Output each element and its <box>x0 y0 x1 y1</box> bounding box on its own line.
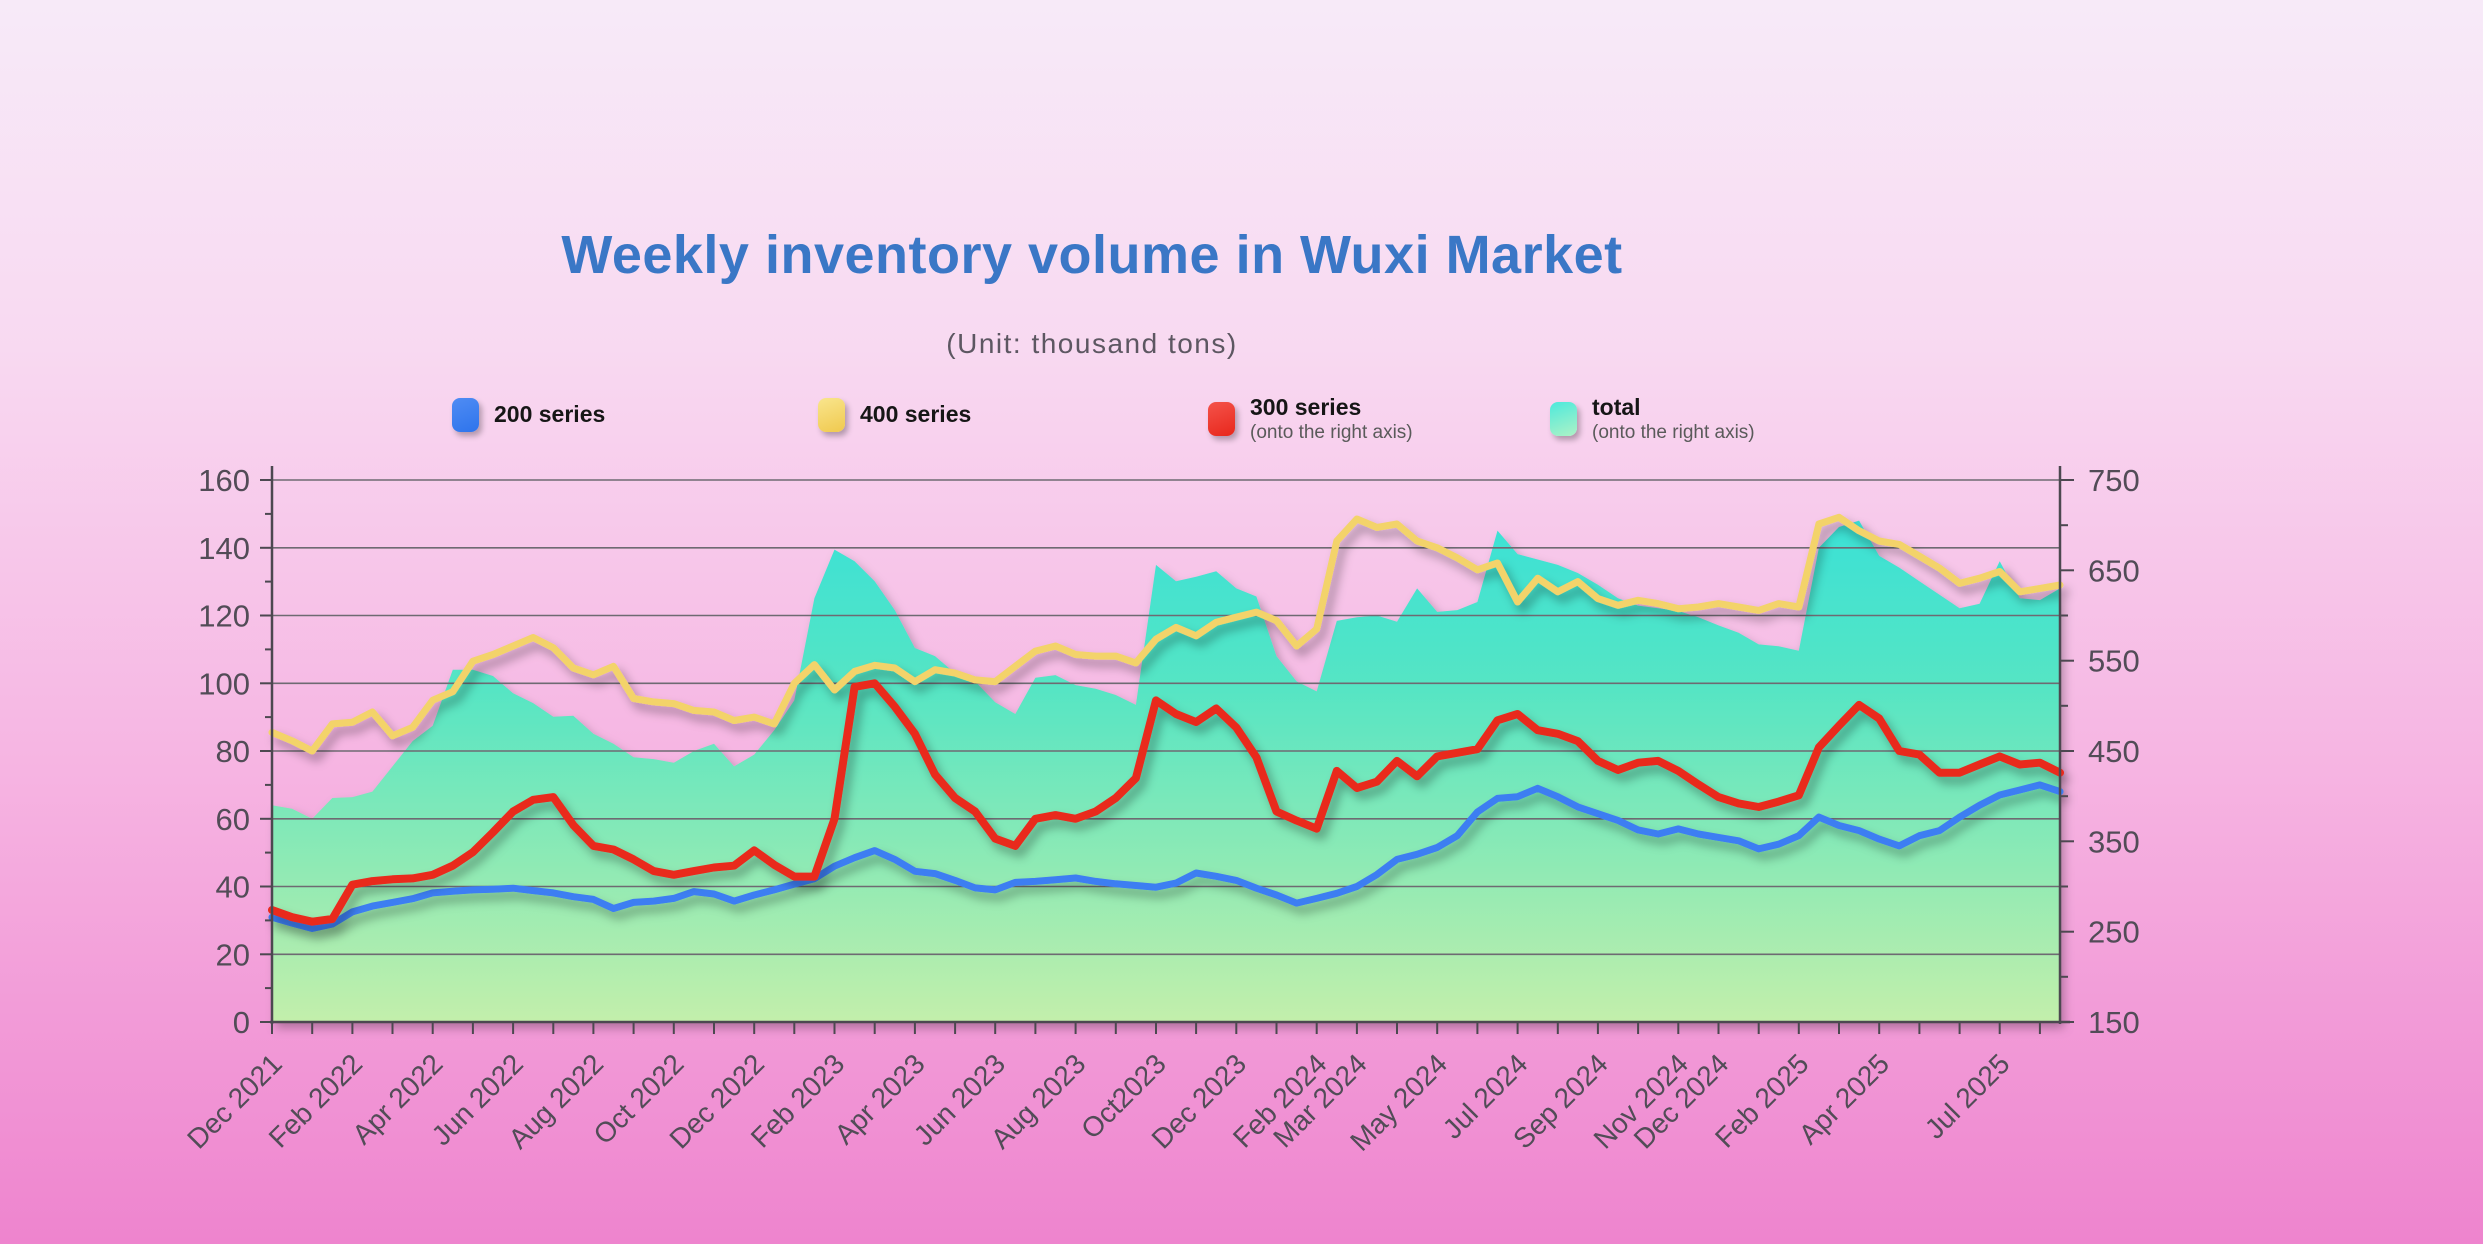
legend-swatch-total <box>1550 401 1577 436</box>
y-left-label: 120 <box>198 599 250 634</box>
y-left-label: 20 <box>216 937 250 972</box>
y-left-label: 100 <box>198 666 250 701</box>
series-line-300-series <box>268 679 2064 926</box>
y-left-label: 40 <box>216 870 250 905</box>
legend-item-200-series[interactable]: 200 series <box>452 398 605 432</box>
legend-swatch-300-series <box>1208 401 1235 436</box>
y-right-label: 450 <box>2088 734 2140 769</box>
x-label-group: Jul 2025 <box>1919 1048 2016 1145</box>
y-right-label: 150 <box>2088 1005 2140 1040</box>
axes <box>260 466 2074 1034</box>
y-left-label: 0 <box>233 1005 250 1040</box>
legend-label: 200 series <box>494 401 606 428</box>
legend-label: 400 series <box>860 401 972 428</box>
legend-sublabel: (onto the right axis) <box>1592 422 1755 444</box>
x-axis-label: Apr 2025 <box>1793 1048 1895 1150</box>
legend-item-400-series[interactable]: 400 series <box>818 398 971 432</box>
legend-label: 300 series <box>1250 394 1362 420</box>
legend-swatch-400-series <box>818 398 845 432</box>
legend-sublabel: (onto the right axis) <box>1250 422 1413 444</box>
series-line-400-series <box>268 513 2064 755</box>
y-right-label: 750 <box>2088 463 2140 498</box>
x-label-group: Apr 2025 <box>1793 1048 1895 1150</box>
y-left-label: 80 <box>216 734 250 769</box>
x-axis-label: Jul 2025 <box>1919 1048 2016 1145</box>
y-right-label: 350 <box>2088 824 2140 859</box>
y-left-label: 60 <box>216 802 250 837</box>
series-line-200-series <box>268 781 2064 932</box>
y-right-label: 650 <box>2088 553 2140 588</box>
total-area <box>272 520 2060 1022</box>
chart-subtitle: (Unit: thousand tons) <box>946 328 1238 359</box>
legend-label: total <box>1592 394 1641 420</box>
legend-item-300-series[interactable]: 300 series (onto the right axis) <box>1208 394 1413 444</box>
y-left-label: 140 <box>198 531 250 566</box>
line-series <box>268 513 2064 932</box>
total-area-series <box>272 520 2060 1022</box>
y-right-label: 250 <box>2088 915 2140 950</box>
legend-swatch-200-series <box>452 398 479 432</box>
y-left-label: 160 <box>198 463 250 498</box>
y-right-label: 550 <box>2088 644 2140 679</box>
chart-title: Weekly inventory volume in Wuxi Market <box>561 225 1623 285</box>
legend-item-total[interactable]: total (onto the right axis) <box>1550 394 1755 444</box>
